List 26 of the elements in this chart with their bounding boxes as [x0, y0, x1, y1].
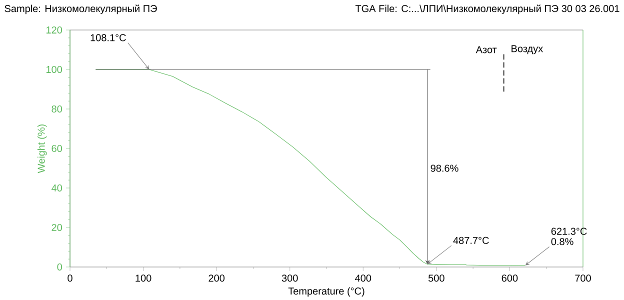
x-tick-label: 600	[502, 274, 518, 282]
x-axis-title: Temperature (°C)	[288, 287, 364, 297]
annotation: Воздух	[512, 45, 543, 54]
annotation: 98.6%	[430, 164, 458, 172]
x-tick-label: 500	[428, 274, 444, 282]
annotation: 0.8%	[551, 238, 574, 246]
y-tick-label: 80	[52, 105, 62, 113]
y-tick-label: 40	[52, 184, 62, 192]
annotation: 621.3°C	[551, 228, 587, 235]
chart-title: Sample: Низкомолекулярный ПЭ	[4, 4, 157, 14]
chart-subtitle: TGA File: C:...\ЛПИ\Низкомолекулярный ПЭ 30 03 26.001	[355, 4, 620, 14]
y-tick-label: 20	[52, 224, 62, 232]
x-tick-label: 700	[575, 274, 591, 282]
x-tick-label: 0	[68, 274, 72, 282]
x-tick-label: 100	[136, 274, 152, 282]
y-tick-label: 0	[57, 263, 62, 271]
y-tick-label: 100	[46, 66, 62, 74]
annotation: 108.1°C	[90, 34, 126, 42]
y-tick-label: 120	[46, 26, 62, 34]
annotation: Азот	[476, 46, 497, 54]
y-axis-title: Weight (%)	[37, 124, 47, 174]
x-tick-label: 400	[355, 274, 372, 282]
x-tick-label: 200	[208, 274, 225, 282]
x-tick-label: 300	[282, 274, 298, 282]
y-tick-label: 60	[52, 144, 62, 152]
annotation: 487.7°C	[453, 236, 489, 244]
